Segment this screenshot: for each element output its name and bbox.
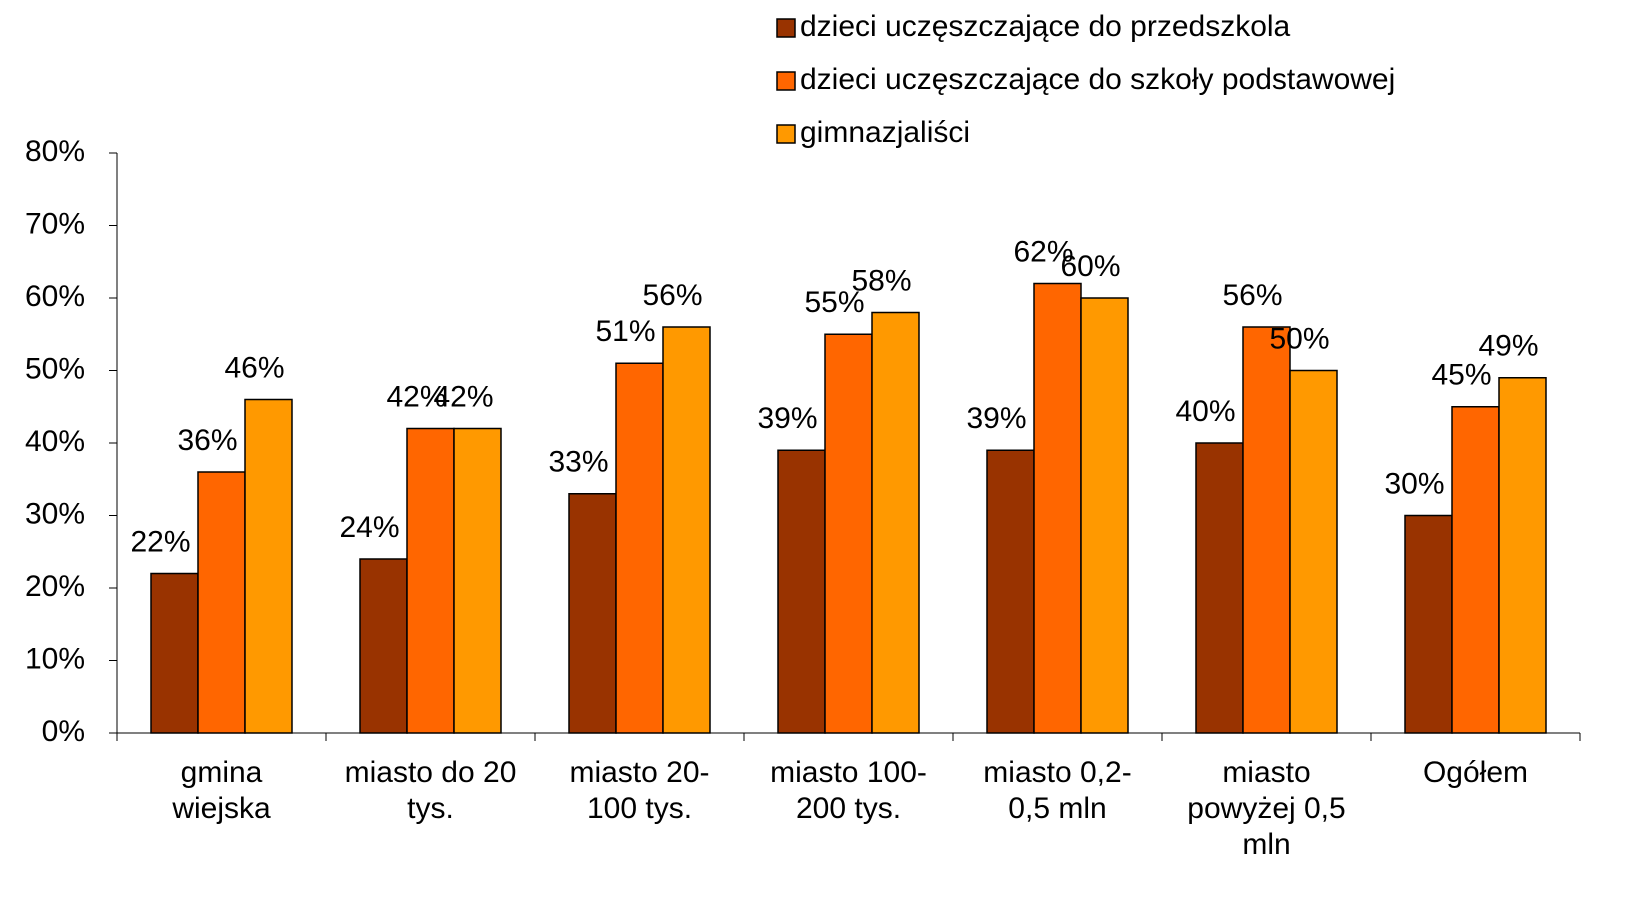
bar xyxy=(824,333,873,734)
x-tick-label: miasto 100- 200 tys. xyxy=(770,756,927,825)
data-label: 33% xyxy=(548,446,608,479)
x-tick-label: Ogółem xyxy=(1422,756,1529,789)
y-tick-label: 60% xyxy=(25,280,85,313)
y-tick-label: 40% xyxy=(25,425,85,458)
data-label: 42% xyxy=(433,380,493,413)
x-tick-label: miasto 0,2- 0,5 mln xyxy=(983,756,1132,825)
bar xyxy=(568,493,617,734)
x-tick-label: miasto powyżej 0,5 mln xyxy=(1187,756,1346,861)
y-tick-label: 10% xyxy=(25,642,85,675)
legend-label: dzieci uczęszczające do szkoły podstawow… xyxy=(800,63,1395,96)
data-label: 22% xyxy=(130,525,190,558)
data-label: 56% xyxy=(642,279,702,312)
y-tick-label: 70% xyxy=(25,207,85,240)
bar xyxy=(1242,326,1291,734)
bar xyxy=(1080,297,1129,734)
legend-label: dzieci uczęszczające do przedszkola xyxy=(800,10,1291,43)
y-tick-label: 0% xyxy=(42,715,85,748)
x-tick-label: miasto 20- 100 tys. xyxy=(569,756,710,825)
data-label: 56% xyxy=(1222,279,1282,312)
bar xyxy=(777,449,826,734)
legend-label: gimnazjaliści xyxy=(800,116,970,149)
y-tick-label: 50% xyxy=(25,352,85,385)
bar xyxy=(1033,282,1082,734)
bar xyxy=(453,427,502,734)
bar xyxy=(150,572,199,734)
data-label: 30% xyxy=(1384,467,1444,500)
y-tick-label: 30% xyxy=(25,497,85,530)
bar xyxy=(1404,514,1453,734)
bar xyxy=(986,449,1035,734)
y-tick-label: 80% xyxy=(25,135,85,168)
data-label: 51% xyxy=(595,315,655,348)
data-label: 55% xyxy=(804,286,864,319)
bar xyxy=(1195,442,1244,734)
x-tick-label: miasto do 20 tys. xyxy=(344,756,517,825)
legend-swatch xyxy=(776,18,796,38)
bar xyxy=(359,558,408,734)
data-label: 40% xyxy=(1175,395,1235,428)
data-label: 58% xyxy=(851,264,911,297)
data-label: 39% xyxy=(757,402,817,435)
bar xyxy=(615,362,664,734)
data-label: 42% xyxy=(386,380,446,413)
bar xyxy=(1289,369,1338,734)
bar xyxy=(1451,406,1500,734)
bar xyxy=(662,326,711,734)
data-label: 49% xyxy=(1478,330,1538,363)
bar xyxy=(197,471,246,734)
legend-swatch xyxy=(776,71,796,91)
data-label: 60% xyxy=(1060,250,1120,283)
data-label: 36% xyxy=(177,424,237,457)
bar xyxy=(1498,377,1547,734)
data-label: 46% xyxy=(224,351,284,384)
bar xyxy=(871,311,920,734)
x-tick-label: gmina wiejska xyxy=(172,756,271,825)
legend-swatch xyxy=(776,124,796,144)
bar xyxy=(244,398,293,734)
data-label: 50% xyxy=(1269,322,1329,355)
data-label: 24% xyxy=(339,511,399,544)
data-label: 45% xyxy=(1431,359,1491,392)
y-tick-label: 20% xyxy=(25,570,85,603)
data-label: 62% xyxy=(1013,235,1073,268)
data-label: 39% xyxy=(966,402,1026,435)
bar xyxy=(406,427,455,734)
